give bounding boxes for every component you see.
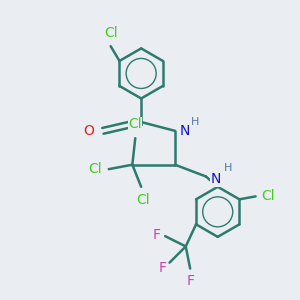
- Text: F: F: [159, 261, 167, 274]
- Text: F: F: [153, 228, 161, 242]
- Text: H: H: [224, 163, 232, 173]
- Text: N: N: [179, 124, 190, 138]
- Text: N: N: [210, 172, 221, 186]
- Text: Cl: Cl: [136, 193, 149, 207]
- Text: Cl: Cl: [128, 117, 142, 131]
- Text: Cl: Cl: [104, 26, 118, 40]
- Text: H: H: [191, 117, 200, 127]
- Text: Cl: Cl: [88, 162, 101, 176]
- Text: F: F: [186, 274, 194, 288]
- Text: Cl: Cl: [262, 189, 275, 203]
- Text: O: O: [83, 124, 94, 138]
